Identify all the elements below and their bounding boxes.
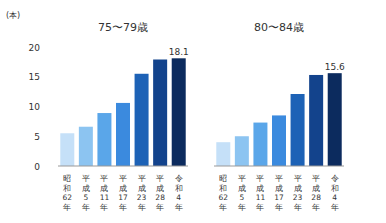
bar bbox=[328, 73, 342, 166]
x-tick-label: 平成11年 bbox=[100, 174, 110, 212]
chart-panel: 75〜79歳 (本) 0 5 10 15 20 昭和62年 平成5年 平成11年平成17年平成23… bbox=[6, 11, 189, 212]
bar bbox=[291, 94, 305, 166]
x-tick-label: 平成23年 bbox=[293, 174, 303, 212]
bar bbox=[272, 115, 286, 166]
bar bbox=[135, 74, 149, 166]
chart-title: 75〜79歳 bbox=[98, 21, 148, 34]
data-label: 15.6 bbox=[325, 62, 345, 72]
bar bbox=[153, 59, 167, 166]
x-tick-label: 昭和62年 bbox=[63, 174, 73, 212]
y-tick-label: 10 bbox=[29, 102, 41, 112]
bar bbox=[309, 75, 323, 166]
x-tick-label: 平成28年 bbox=[155, 174, 165, 212]
x-tick-label: 令和4年 bbox=[175, 174, 183, 212]
y-tick-label: 5 bbox=[34, 132, 40, 142]
chart-panel: 80〜84歳昭和62年 平成5年 平成11年平成17年平成23年平成28年 15.6 令… bbox=[214, 21, 345, 212]
x-tick-label: 平成5年 bbox=[82, 174, 90, 212]
bars bbox=[60, 58, 185, 166]
y-tick-label: 15 bbox=[29, 72, 40, 82]
bar bbox=[253, 123, 267, 166]
x-tick-label: 昭和62年 bbox=[219, 174, 229, 212]
y-tick-label: 20 bbox=[29, 43, 41, 53]
bars bbox=[216, 73, 341, 166]
y-axis-label: (本) bbox=[6, 11, 20, 20]
bar bbox=[216, 142, 230, 166]
x-tick-label: 平成17年 bbox=[274, 174, 284, 212]
data-label: 18.1 bbox=[169, 47, 189, 57]
x-tick-label: 平成28年 bbox=[311, 174, 321, 212]
x-tick-label: 平成11年 bbox=[256, 174, 266, 212]
x-tick-label: 平成23年 bbox=[137, 174, 147, 212]
bar bbox=[172, 58, 186, 166]
bar bbox=[116, 103, 130, 166]
x-tick-label: 平成5年 bbox=[238, 174, 246, 212]
chart-title: 80〜84歳 bbox=[254, 21, 304, 34]
chart-canvas: 75〜79歳(本)05101520昭和62年平成5年平成11年平成17年平成23… bbox=[0, 0, 386, 223]
x-axis-line bbox=[58, 166, 188, 167]
x-tick-label: 平成17年 bbox=[118, 174, 128, 212]
bar bbox=[235, 136, 249, 166]
bar bbox=[79, 127, 93, 166]
x-axis-line bbox=[214, 166, 344, 167]
y-tick-label: 0 bbox=[34, 162, 40, 172]
bar bbox=[60, 133, 74, 166]
x-tick-label: 令和4年 bbox=[331, 174, 339, 212]
bar bbox=[97, 113, 111, 166]
